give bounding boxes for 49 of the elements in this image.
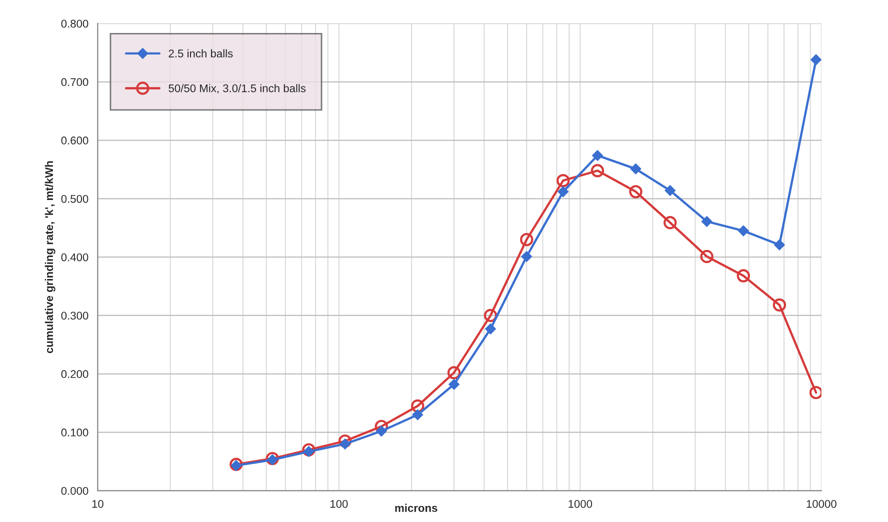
- y-tick-label: 0.800: [61, 20, 88, 28]
- x-tick-label: 10: [92, 500, 104, 508]
- point: [629, 185, 642, 198]
- point: [302, 443, 316, 456]
- y-tick-label: 0.200: [61, 370, 88, 378]
- point: [700, 250, 714, 264]
- point: [376, 426, 387, 437]
- point: [412, 409, 424, 420]
- point: [448, 378, 460, 390]
- point: [340, 438, 350, 450]
- point: [738, 225, 749, 236]
- point: [664, 185, 676, 196]
- point: [521, 251, 532, 262]
- y-tick-label: 0.700: [61, 78, 88, 86]
- y-tick-label: 0.600: [61, 136, 88, 144]
- point: [664, 216, 677, 230]
- legend-label: 50/50 Mix, 3.0/1.5 inch balls: [168, 84, 306, 94]
- y-tick-label: 0.400: [61, 253, 88, 262]
- x-axis-title: microns: [395, 504, 438, 512]
- point: [411, 399, 424, 413]
- point: [590, 164, 604, 178]
- point: [630, 163, 642, 174]
- y-tick-label: 0.100: [61, 428, 88, 436]
- point: [592, 150, 603, 161]
- y-axis-title: cumulative grinding rate, 'k', mt/kWh: [44, 161, 56, 354]
- point: [484, 308, 498, 322]
- point: [809, 386, 822, 400]
- x-tick-label: 10000: [806, 500, 836, 508]
- y-tick-label: 0.300: [61, 312, 88, 320]
- point: [303, 446, 314, 457]
- x-tick-label: 100: [330, 500, 348, 508]
- y-tick-label: 0.000: [61, 486, 88, 495]
- y-tick-label: 0.500: [61, 194, 88, 203]
- legend-label: 2.5 inch balls: [168, 49, 233, 58]
- point: [774, 239, 785, 250]
- point: [520, 232, 534, 246]
- point: [772, 298, 786, 312]
- point: [736, 269, 750, 282]
- point: [556, 174, 570, 188]
- point: [810, 54, 822, 66]
- point: [447, 366, 461, 380]
- point: [701, 216, 712, 227]
- point: [558, 186, 569, 198]
- point: [485, 323, 496, 334]
- point: [266, 452, 280, 466]
- point: [266, 454, 278, 466]
- point: [338, 434, 352, 448]
- x-tick-label: 1000: [568, 500, 592, 508]
- point: [230, 460, 242, 471]
